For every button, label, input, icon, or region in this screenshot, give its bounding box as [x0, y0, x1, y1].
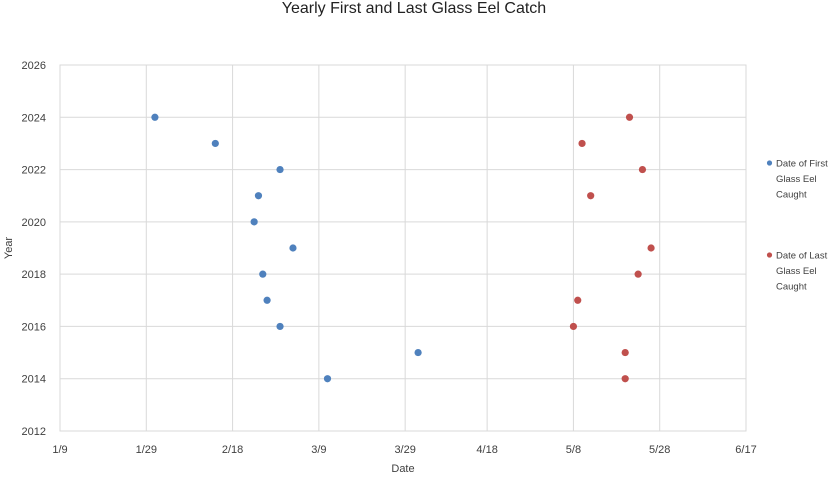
y-tick-label: 2024	[22, 112, 46, 124]
chart-title: Yearly First and Last Glass Eel Catch	[282, 0, 546, 17]
y-tick-label: 2018	[22, 269, 46, 281]
legend-label: Caught	[776, 190, 807, 201]
data-point	[263, 296, 271, 304]
y-tick-label: 2012	[22, 426, 46, 438]
x-axis-title: Date	[391, 463, 414, 475]
y-tick-label: 2026	[22, 60, 46, 72]
data-point	[151, 113, 159, 121]
plot-area: 1/9 1/29 2/18 3/9 3/29 4/18 5/8 5/28 6/17 201220…	[22, 60, 757, 456]
data-point	[254, 192, 263, 200]
data-point	[259, 270, 267, 278]
y-axis-title: Year	[3, 237, 15, 260]
legend-label: Glass Eel	[776, 266, 817, 277]
data-point	[289, 244, 297, 252]
data-point	[276, 322, 284, 331]
legend: Date of First Glass Eel Caught Date of Last…	[766, 159, 828, 293]
legend-label: Glass Eel	[776, 174, 817, 185]
legend-label: Caught	[776, 282, 807, 293]
data-point	[625, 113, 634, 121]
legend-marker	[766, 160, 773, 166]
data-point	[621, 348, 629, 357]
x-tick-label: 2/18	[222, 444, 243, 456]
data-points	[151, 113, 655, 383]
data-point	[414, 348, 422, 357]
data-point	[276, 165, 284, 174]
x-tick-label: 1/29	[136, 444, 157, 456]
series-last-catch	[569, 113, 655, 383]
data-point	[647, 244, 655, 252]
x-tick-label: 5/28	[649, 444, 670, 456]
data-point	[621, 375, 629, 383]
data-point	[211, 139, 219, 148]
x-tick-label: 5/8	[566, 444, 581, 456]
data-point	[323, 375, 332, 383]
data-point	[638, 165, 647, 174]
data-point	[578, 139, 586, 148]
data-point	[574, 296, 582, 304]
y-tick-label: 2020	[22, 217, 46, 229]
x-axis-tick-labels: 1/9 1/29 2/18 3/9 3/29 4/18 5/8 5/28 6/17	[52, 444, 756, 456]
data-point	[634, 270, 642, 278]
data-point	[250, 218, 258, 226]
series-first-catch	[151, 113, 422, 383]
y-axis-tick-labels: 2012 2014 2016 2018 2020 2022 2024 2026	[22, 60, 46, 438]
y-tick-label: 2016	[22, 321, 46, 333]
legend-label: Date of Last	[776, 251, 828, 262]
legend-marker	[766, 252, 773, 258]
x-tick-label: 1/9	[52, 444, 67, 456]
data-point	[587, 192, 595, 200]
x-tick-label: 4/18	[476, 444, 497, 456]
y-tick-label: 2014	[22, 374, 46, 386]
legend-label: Date of First	[776, 159, 828, 170]
x-tick-label: 6/17	[735, 444, 756, 456]
x-tick-label: 3/29	[394, 444, 415, 456]
y-tick-label: 2022	[22, 165, 46, 177]
gridlines	[59, 64, 747, 432]
data-point	[569, 322, 578, 331]
x-tick-label: 3/9	[311, 444, 326, 456]
